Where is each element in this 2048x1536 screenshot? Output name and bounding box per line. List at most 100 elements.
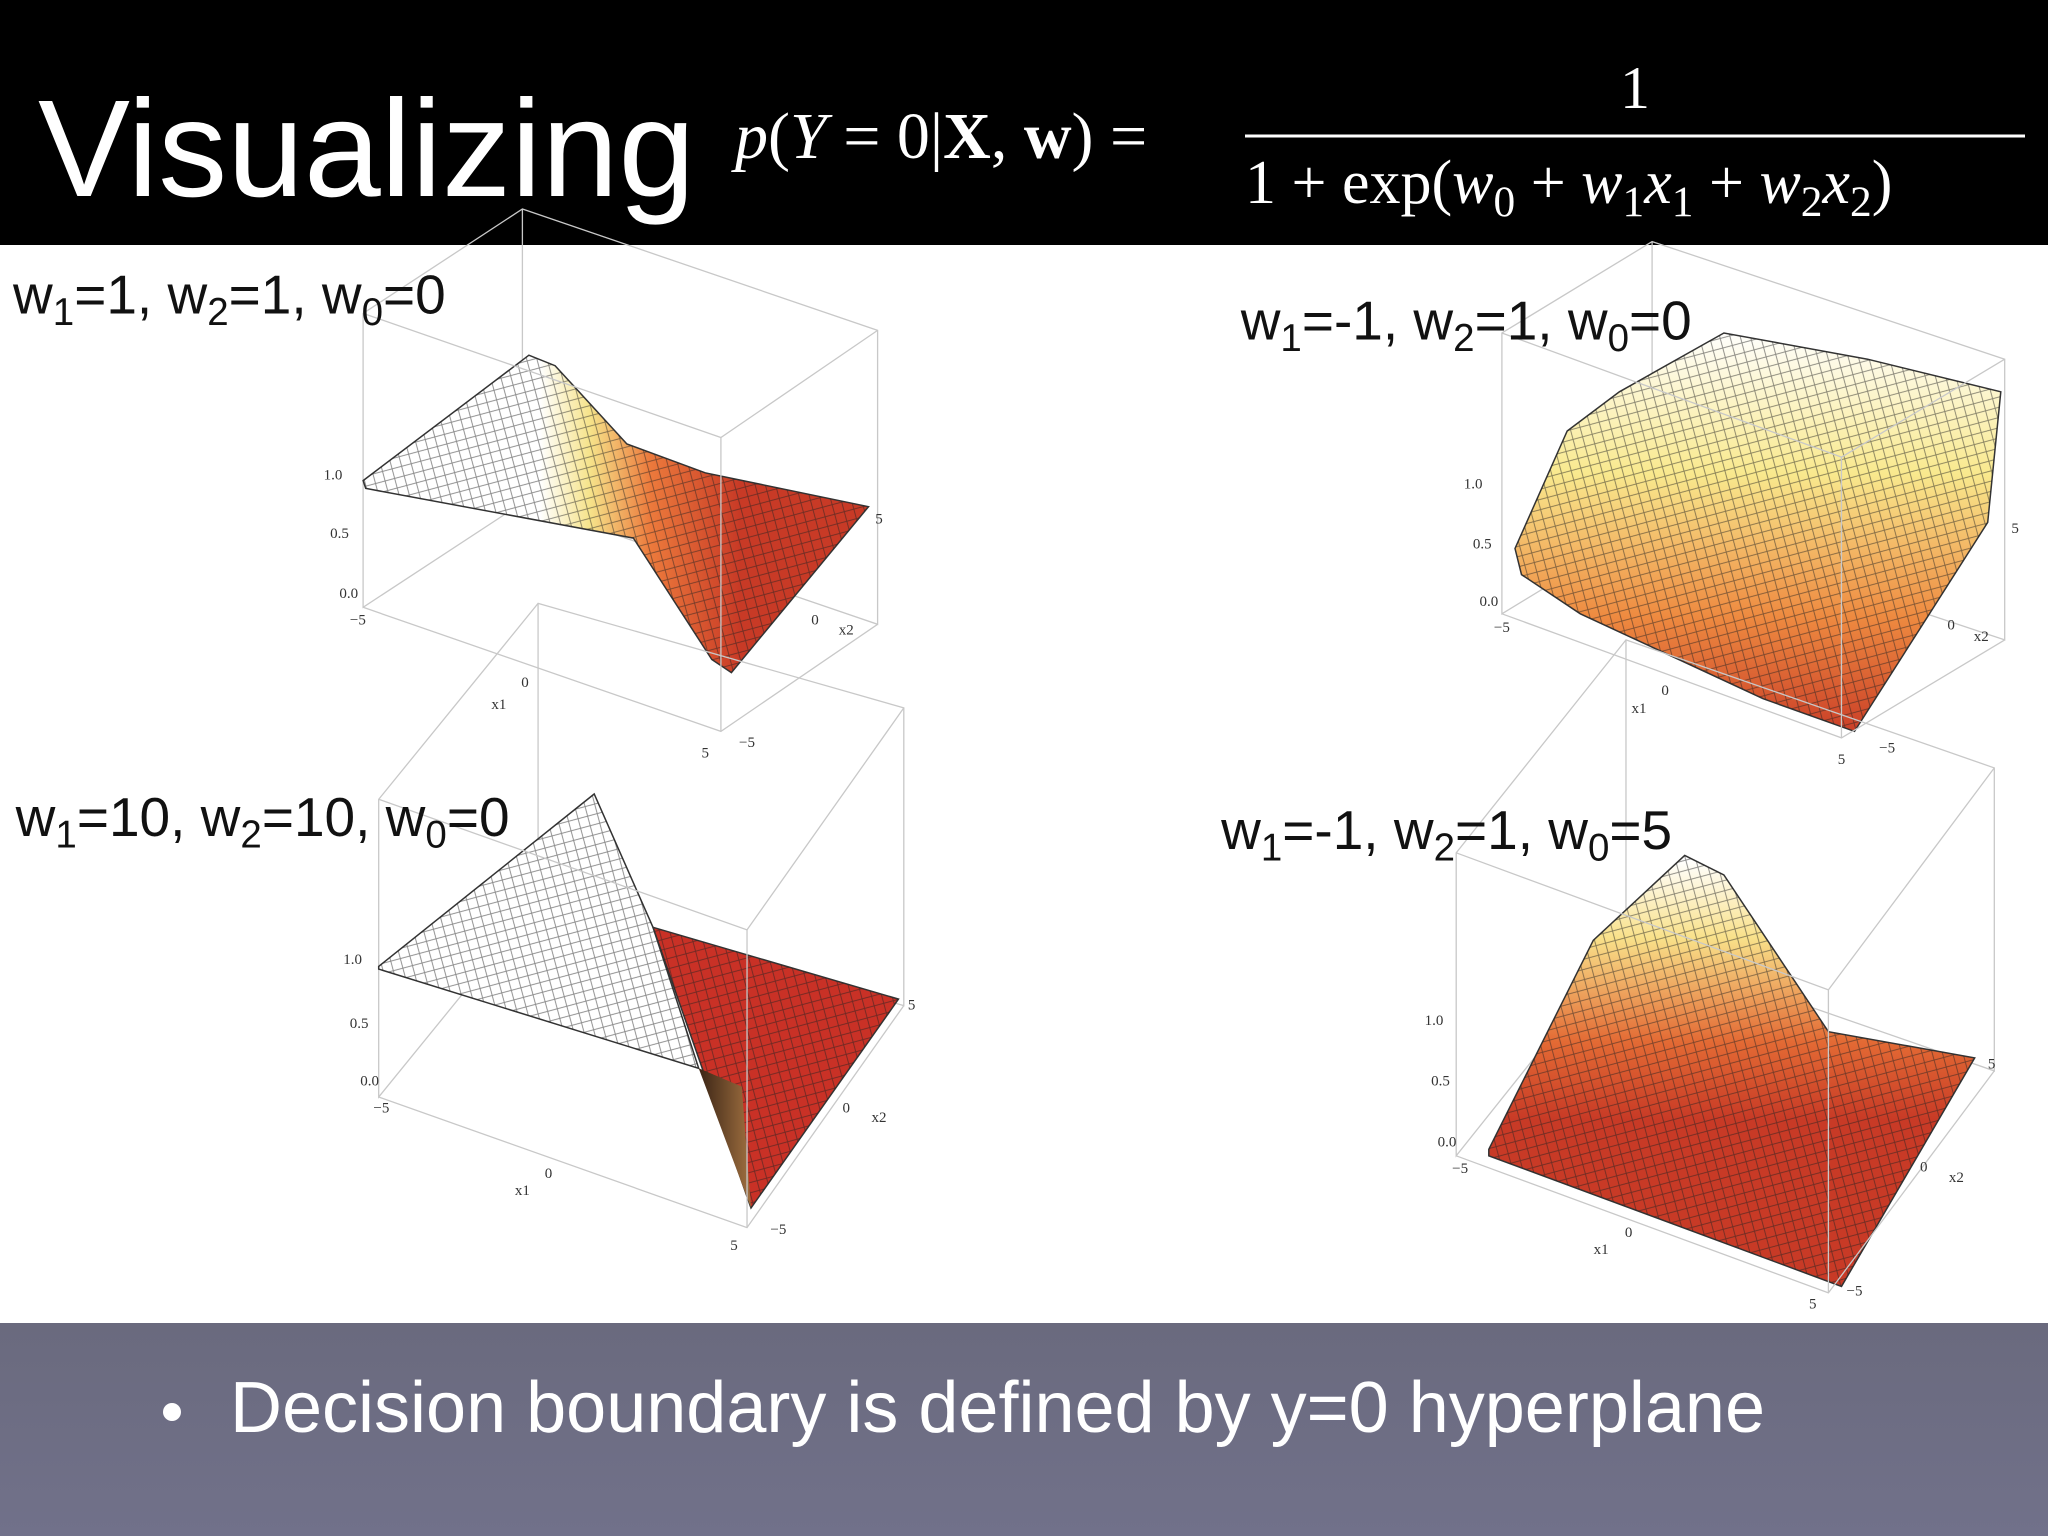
text-segment: 1 [1280,317,1301,360]
axis-tick-label: 0 [1625,1225,1633,1241]
text-segment: x [1643,149,1672,217]
axis-tick-label: 0.0 [360,1073,379,1089]
text-segment: =10, w [262,786,426,848]
axis-tick-label: 5 [1988,1056,1996,1072]
text-segment: w [1024,100,1072,173]
text-segment: 0 [425,813,446,856]
mesh [653,927,899,1208]
axis-tick-label: 0 [521,675,529,691]
text-segment: w [12,263,53,325]
footer-band [0,1323,2048,1536]
text-segment: =-1, w [1282,799,1434,861]
surface-wall [698,1068,751,1208]
axis-tick-label: 0.5 [1473,537,1492,553]
axis-tick-label: −5 [770,1222,786,1238]
text-segment: w [1759,149,1800,217]
text-segment: , [991,100,1024,173]
axis-tick-label: 0 [1947,617,1955,633]
text-segment: w [15,786,56,848]
text-segment: w [1581,149,1622,217]
text-segment: 2 [207,291,228,334]
axis-tick-label: 5 [875,512,883,528]
axis-tick-label: 5 [1838,752,1846,768]
text-segment: p [731,100,768,173]
text-segment: + [1515,149,1581,217]
text-segment: =0 [383,263,446,325]
axis-tick-label: x2 [839,623,854,639]
axis-tick-label: 5 [2011,521,2019,537]
axis-tick-label: x2 [871,1110,886,1126]
axis-tick-label: −5 [1847,1284,1863,1300]
axis-tick-label: x1 [515,1183,530,1199]
header-band [0,0,2048,245]
text-segment: =1, w [1455,799,1588,861]
axis-tick-label: 1.0 [1425,1013,1444,1029]
text-segment: 2 [1453,317,1474,360]
text-segment: 2 [240,813,261,856]
formula-numerator: 1 [1620,55,1650,121]
axis-tick-label: −5 [1879,740,1895,756]
axis-tick-label: −5 [373,1101,389,1117]
axis-tick-label: x2 [1974,629,1989,645]
text-segment: =0 [447,786,510,848]
text-segment: w [1220,799,1261,861]
text-segment: =1, w [229,263,362,325]
mesh [363,355,869,673]
panel-label: w1=-1, w2=1, w0=0 [1240,290,1692,361]
axis-tick-label: x1 [1594,1242,1609,1258]
text-segment: 0 [1494,178,1516,226]
axis-tick-label: 5 [730,1238,738,1254]
text-segment: + [1693,149,1759,217]
axis-tick-label: 0.5 [330,526,349,542]
axis-tick-label: 5 [908,998,916,1014]
text-segment: 1 [1261,826,1282,869]
text-segment: 1 [1623,178,1645,226]
formula-lhs: p(Y = 0|X, w) = [731,100,1147,173]
text-segment: 1 [1672,178,1694,226]
text-segment: Y [790,100,833,173]
text-segment: 0 [1608,317,1629,360]
panel-label: w1=10, w2=10, w0=0 [15,786,510,857]
text-segment: ) [1872,149,1893,217]
text-segment: x [1822,149,1851,217]
axis-tick-label: 0 [1920,1159,1928,1175]
text-segment: 0 [1588,826,1609,869]
text-segment: =1, w [1475,290,1608,352]
formula-denominator: 1 + exp(w0 + w1x1 + w2x2) [1245,149,1892,226]
panel-label: w1=-1, w2=1, w0=5 [1220,799,1672,870]
axis-tick-label: 0.5 [350,1016,369,1032]
axis-tick-label: 0.0 [1438,1135,1457,1151]
mesh [378,794,699,1069]
text-segment: w [1452,149,1493,217]
box-front [1501,613,2006,739]
axis-tick-label: −5 [350,612,366,628]
text-segment: ( [768,100,790,173]
box-front [362,606,878,733]
axis-tick-label: −5 [739,735,755,751]
text-segment: =-1, w [1302,290,1454,352]
text-segment: X [943,100,991,173]
text-segment: w [1240,290,1281,352]
text-segment: =1, w [74,263,207,325]
axis-tick-label: 5 [701,745,709,761]
text-segment: = 0| [827,100,943,173]
axis-tick-label: 1.0 [1464,476,1483,492]
box-front [1455,767,1995,991]
bullet-text: Decision boundary is defined by y=0 hype… [230,1368,1765,1448]
axis-tick-label: 5 [1809,1297,1817,1313]
text-segment: 2 [1801,178,1823,226]
axis-tick-label: −5 [1494,620,1510,636]
axis-tick-label: 0 [545,1166,553,1182]
text-segment: 1 [53,291,74,334]
box-front [362,312,878,439]
plots: w1=1, w2=1, w0=01.00.50.0−505−505x1x2w1=… [12,208,2019,1313]
axis-tick-label: 1.0 [324,467,343,483]
text-segment: 2 [1434,826,1455,869]
text-segment: =0 [1629,290,1692,352]
